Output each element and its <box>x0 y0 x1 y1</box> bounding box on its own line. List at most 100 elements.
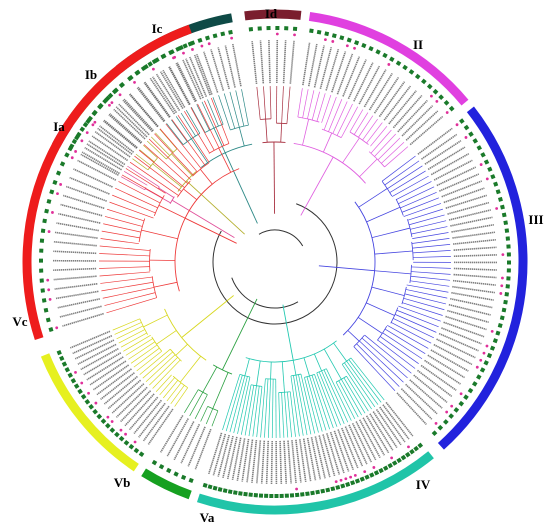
green-square-marker <box>361 42 367 49</box>
leaf-label <box>107 379 142 410</box>
pink-triangle-marker <box>80 381 84 385</box>
leaf-branch <box>353 112 369 135</box>
clade-node-arc-ii <box>293 143 366 184</box>
leaf-branch <box>146 140 167 160</box>
leaf-branch <box>229 91 240 128</box>
subclade-node-arc <box>401 286 407 305</box>
green-square-marker <box>70 378 77 384</box>
leaf-label <box>445 194 487 210</box>
leaf-branch <box>398 186 435 205</box>
leaf-label <box>115 386 148 418</box>
green-square-marker <box>364 474 370 480</box>
leaf-branch <box>201 101 215 129</box>
leaf-label <box>203 51 219 93</box>
green-square-marker <box>166 467 172 474</box>
leaf-label <box>268 40 271 84</box>
leaf-branch <box>99 245 151 251</box>
leaf-branch <box>207 99 219 127</box>
leaf-label <box>108 114 142 144</box>
leaf-branch <box>127 165 160 188</box>
pink-triangle-marker <box>387 63 391 66</box>
leaf-label <box>333 430 350 472</box>
pink-triangle-marker <box>70 156 74 160</box>
green-square-marker <box>476 145 482 151</box>
leaf-branch <box>401 197 440 213</box>
leaf-branch <box>335 381 356 420</box>
leaf-label <box>283 440 288 484</box>
green-square-marker <box>232 490 238 495</box>
leaf-label <box>282 40 287 84</box>
subclade-branch <box>358 188 388 208</box>
green-square-marker <box>253 493 258 498</box>
subclade-node-arc <box>395 198 404 216</box>
pink-triangle-marker <box>500 284 504 288</box>
leaf-branch <box>189 392 204 417</box>
leaf-branch <box>222 374 241 431</box>
leaf-branch <box>123 171 148 186</box>
leaf-label <box>295 439 302 483</box>
green-square-marker <box>501 307 507 313</box>
green-square-marker <box>483 159 490 165</box>
pink-triangle-marker <box>191 48 194 51</box>
green-square-marker <box>56 349 62 356</box>
pink-triangle-marker <box>91 123 95 127</box>
pink-triangle-marker <box>331 40 335 43</box>
leaf-label <box>138 402 166 438</box>
green-square-marker <box>67 372 73 378</box>
green-square-marker <box>463 394 469 400</box>
pink-triangle-marker <box>124 432 127 436</box>
leaf-label <box>166 418 189 457</box>
subclade-branch <box>153 281 178 288</box>
leaf-label <box>92 364 130 391</box>
pink-triangle-marker <box>479 163 483 166</box>
leaf-label <box>246 439 254 483</box>
green-square-marker <box>458 400 465 407</box>
leaf-label <box>222 435 234 478</box>
green-square-marker <box>417 442 424 449</box>
leaf-label <box>224 45 236 88</box>
leaf-branch <box>101 281 154 292</box>
leaf-label <box>392 94 423 129</box>
leaf-branch <box>321 370 345 424</box>
leaf-branch <box>286 86 291 124</box>
green-square-marker <box>505 236 511 241</box>
leaf-branch <box>149 357 178 386</box>
leaf-label <box>122 99 154 133</box>
subclade-node-arc <box>321 128 342 138</box>
leaf-branch <box>138 149 185 188</box>
leaf-branch <box>99 266 150 269</box>
leaf-label <box>365 415 390 454</box>
green-square-marker <box>80 393 87 400</box>
green-square-marker <box>391 460 398 466</box>
green-square-marker <box>492 338 498 344</box>
leaf-label <box>453 273 497 279</box>
backbone-arc-inner <box>258 229 304 247</box>
leaf-label <box>450 216 493 227</box>
pink-triangle-marker <box>455 123 459 127</box>
leaf-branch <box>180 112 196 137</box>
leaf-branch <box>218 95 231 131</box>
subclade-node-arc <box>198 389 208 396</box>
pink-triangle-marker <box>207 42 211 46</box>
subclade-node-arc <box>368 151 385 168</box>
green-square-marker <box>487 166 493 172</box>
leaf-branch <box>129 161 179 196</box>
leaf-label <box>448 209 491 221</box>
green-square-marker <box>84 398 91 405</box>
leaf-branch <box>121 174 163 199</box>
leaf-label <box>451 291 494 301</box>
pink-triangle-marker <box>339 478 343 482</box>
leaf-branch <box>210 97 230 144</box>
green-square-marker <box>345 481 351 487</box>
leaf-branch <box>145 354 176 382</box>
leaf-branch <box>103 223 142 233</box>
leaf-branch <box>104 216 143 227</box>
leaf-branch <box>99 271 150 277</box>
leaf-label <box>111 383 145 414</box>
green-square-marker <box>396 457 402 464</box>
green-square-marker <box>437 424 444 431</box>
leaf-branch <box>284 392 289 438</box>
pink-triangle-marker <box>353 473 357 477</box>
subclade-branch <box>183 188 198 200</box>
subclade-branch <box>374 250 413 255</box>
